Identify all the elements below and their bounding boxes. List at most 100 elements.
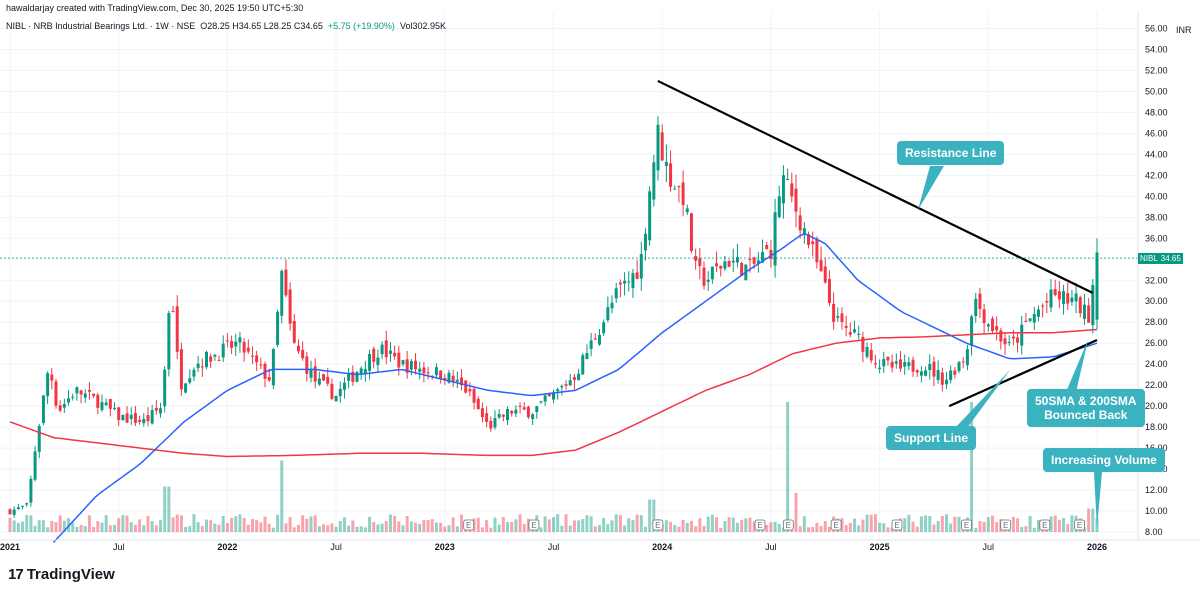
candle-body: [397, 352, 401, 368]
volume-bar: [610, 520, 614, 532]
volume-bar: [443, 526, 447, 532]
volume-bar: [25, 515, 29, 532]
sma200-line: [9, 328, 1098, 458]
candle-body: [873, 363, 877, 365]
candle-body: [506, 409, 510, 421]
earnings-icon: [782, 519, 794, 531]
candle-body: [844, 325, 848, 328]
volume-bar: [422, 520, 426, 532]
volume-bar: [100, 522, 104, 532]
candle-body: [234, 341, 238, 347]
candle-body: [1003, 338, 1007, 345]
candle-body: [890, 361, 894, 368]
price-tick-label: 42.00: [1145, 170, 1168, 180]
candle-body: [652, 162, 656, 200]
time-tick-label: 2024: [652, 542, 672, 552]
candle-body: [41, 395, 45, 424]
volume-bar: [330, 523, 334, 532]
volume-bar: [990, 515, 994, 532]
tradingview-logo[interactable]: 17 TradingView: [8, 566, 115, 583]
volume-bar: [117, 518, 121, 532]
candle-body: [765, 244, 769, 250]
candle-body: [735, 257, 739, 263]
volume-bar: [673, 524, 677, 532]
volume-bar: [807, 527, 811, 532]
candle-body: [464, 380, 468, 393]
earnings-icon-glyph: E: [757, 521, 762, 530]
candle-body: [288, 289, 292, 324]
volume-bar: [681, 519, 685, 532]
candle-body: [313, 366, 317, 382]
candle-body: [547, 392, 551, 396]
volume-bar: [334, 526, 338, 532]
volume-bar: [924, 515, 928, 532]
time-tick-label: 2023: [435, 542, 455, 552]
volume-bar: [911, 521, 915, 532]
volume-bar: [752, 521, 756, 532]
candle-body: [832, 303, 836, 322]
candle-body: [434, 367, 438, 376]
price-tick-label: 54.00: [1145, 44, 1168, 54]
candle-body: [12, 509, 16, 515]
volume-bar: [493, 517, 497, 532]
volume-bar: [309, 516, 313, 532]
candle-body: [468, 389, 472, 392]
candle-body: [418, 368, 422, 372]
volume-bar: [175, 514, 179, 532]
candle-body: [756, 260, 760, 264]
volume-bar: [936, 521, 940, 532]
time-tick-label: Jul: [548, 542, 560, 552]
price-tick-label: 46.00: [1145, 128, 1168, 138]
earnings-icon-glyph: E: [655, 521, 660, 530]
candle-body: [301, 349, 305, 359]
price-tick-label: 40.00: [1145, 191, 1168, 201]
earnings-icon: [528, 519, 540, 531]
candle-body: [790, 183, 794, 197]
volume-bar: [890, 527, 894, 532]
candle-body: [1078, 297, 1082, 314]
tradingview-logo-icon: 17: [8, 566, 24, 583]
candle-body: [292, 321, 296, 343]
volume-bar: [1053, 515, 1057, 532]
volume-bar: [209, 520, 213, 532]
volume-bar: [171, 517, 175, 532]
candle-body: [882, 359, 886, 367]
volume-bar: [664, 520, 668, 532]
candle-body: [794, 188, 798, 212]
candle-body: [710, 266, 714, 280]
volume-bar: [614, 514, 618, 532]
price-tick-label: 38.00: [1145, 212, 1168, 222]
volume-bar: [995, 522, 999, 532]
price-tick-label: 20.00: [1145, 401, 1168, 411]
volume-bar: [204, 519, 208, 532]
volume-bar: [577, 520, 581, 532]
volume-bar: [702, 525, 706, 532]
volume-bar: [501, 517, 505, 532]
badge-price: 34.65: [1160, 254, 1181, 263]
volume-bar: [811, 527, 815, 532]
candle-body: [526, 406, 530, 418]
volume-bar: [196, 522, 200, 532]
volume-bar: [159, 520, 163, 532]
price-tick-label: 18.00: [1145, 422, 1168, 432]
resistance-label: Resistance Line: [897, 141, 1005, 165]
volume-bar: [96, 521, 100, 532]
candle-body: [225, 340, 229, 342]
volume-bar: [568, 525, 572, 532]
volume-bar: [957, 516, 961, 532]
candle-body: [957, 362, 961, 372]
candle-body: [689, 213, 693, 251]
candle-body: [614, 288, 618, 299]
candle-body: [740, 263, 744, 276]
volume-bar: [87, 515, 91, 532]
support-label: Support Line: [886, 426, 976, 450]
candle-body: [924, 370, 928, 376]
volume-bar: [781, 527, 785, 532]
candle-body: [982, 309, 986, 324]
volume-bar: [246, 524, 250, 532]
candle-body: [351, 371, 355, 382]
volume-bar: [572, 520, 576, 532]
volume-bar: [539, 527, 543, 532]
candle-body: [1028, 318, 1032, 321]
